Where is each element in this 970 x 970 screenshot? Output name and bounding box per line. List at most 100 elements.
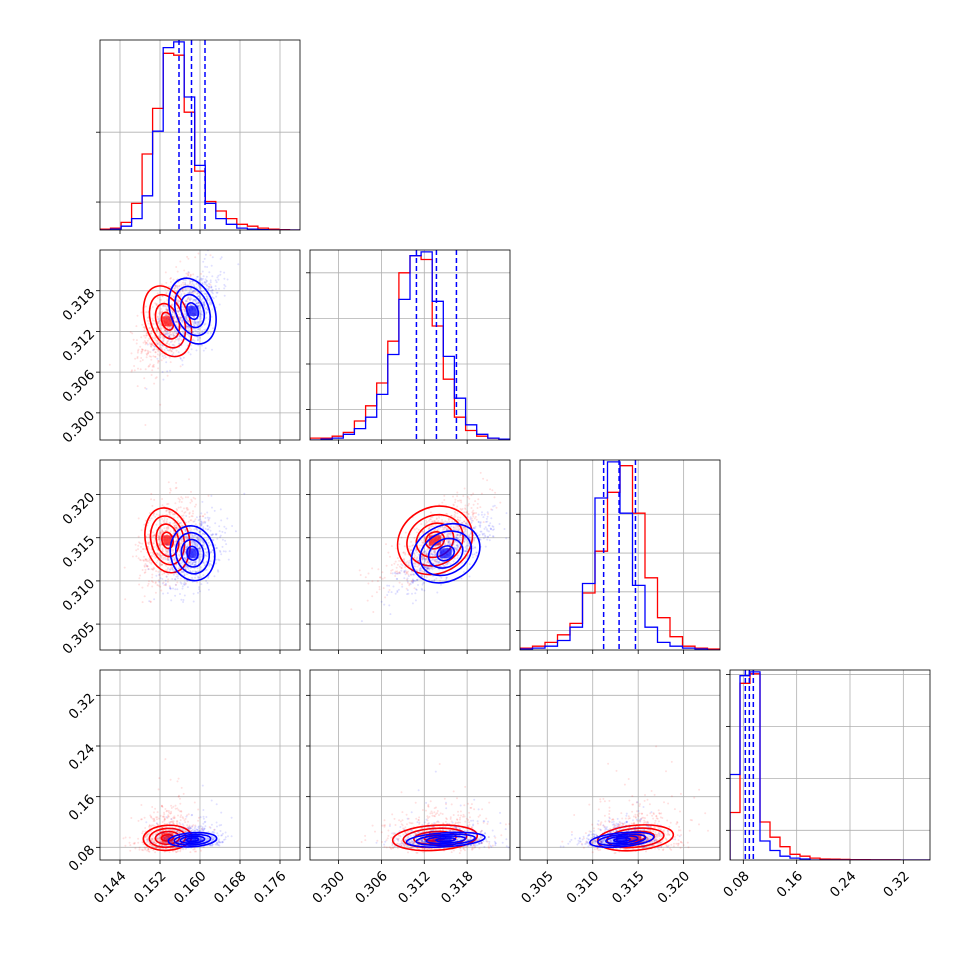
scatter-point-red <box>180 810 183 812</box>
scatter-point-red <box>146 837 149 840</box>
scatter-point-red <box>145 332 148 335</box>
scatter-point-red <box>151 834 154 837</box>
scatter-point-blue <box>440 576 443 579</box>
scatter-point-red <box>140 350 143 353</box>
scatter-point-red <box>433 560 436 563</box>
scatter-point-red <box>464 528 467 531</box>
scatter-point-red <box>390 564 393 566</box>
scatter-point-blue <box>192 290 195 293</box>
scatter-point-blue <box>182 566 185 569</box>
scatter-point-blue <box>171 578 174 580</box>
scatter-point-blue <box>474 525 477 528</box>
scatter-point-red <box>144 571 147 574</box>
scatter-point-red <box>150 345 152 348</box>
scatter-point-blue <box>145 564 148 567</box>
scatter-point-red <box>175 526 178 529</box>
scatter-point-blue <box>224 550 227 553</box>
scatter-point-red <box>190 528 193 531</box>
scatter-point-red <box>175 486 178 489</box>
scatter-point-blue <box>219 273 222 276</box>
scatter-point-blue <box>195 302 198 305</box>
scatter-point-red <box>438 516 441 519</box>
scatter-point-blue <box>213 575 216 578</box>
scatter-point-red <box>190 829 193 832</box>
scatter-point-red <box>160 298 162 301</box>
scatter-point-red <box>149 326 152 329</box>
scatter-point-red <box>405 570 408 573</box>
scatter-point-red <box>164 271 167 274</box>
scatter-point-blue <box>215 533 218 535</box>
scatter-point-blue <box>426 564 429 567</box>
scatter-point-blue <box>205 568 208 571</box>
scatter-point-red <box>366 599 369 602</box>
scatter-point-blue <box>202 260 205 263</box>
scatter-point-blue <box>412 573 415 576</box>
scatter-point-red <box>172 549 175 551</box>
scatter-point-blue <box>432 540 435 543</box>
scatter-point-red <box>177 310 180 313</box>
scatter-point-red <box>178 567 181 570</box>
scatter-point-blue <box>207 332 209 335</box>
scatter-point-blue <box>452 541 455 544</box>
scatter-point-blue <box>409 567 412 570</box>
scatter-point-red <box>180 316 183 319</box>
scatter-point-red <box>166 518 169 521</box>
scatter-point-red <box>148 337 151 340</box>
scatter-point-red <box>159 562 162 565</box>
scatter-point-red <box>188 512 191 515</box>
scatter-point-red <box>195 850 197 853</box>
scatter-point-red <box>177 553 180 556</box>
scatter-point-blue <box>178 555 181 557</box>
scatter-point-blue <box>170 599 173 602</box>
scatter-point-blue <box>467 550 469 553</box>
scatter-point-red <box>155 304 158 307</box>
scatter-point-red <box>197 819 200 822</box>
scatter-point-red <box>157 350 160 353</box>
scatter-point-blue <box>419 573 422 576</box>
scatter-point-blue <box>208 562 211 565</box>
scatter-point-red <box>396 572 399 575</box>
scatter-point-blue <box>441 534 444 537</box>
scatter-point-blue <box>198 309 201 312</box>
scatter-point-blue <box>455 540 458 543</box>
scatter-point-blue <box>459 538 461 541</box>
scatter-point-red <box>199 515 202 518</box>
scatter-point-red <box>448 532 451 535</box>
scatter-point-red <box>158 298 161 301</box>
scatter-point-blue <box>184 310 187 313</box>
scatter-point-red <box>442 527 445 530</box>
scatter-point-blue <box>421 588 424 591</box>
scatter-point-red <box>371 567 374 570</box>
scatter-point-blue <box>167 567 170 569</box>
scatter-point-red <box>475 554 478 557</box>
scatter-point-red <box>472 492 475 495</box>
scatter-point-red <box>178 285 181 287</box>
scatter-point-blue <box>215 291 218 294</box>
scatter-point-blue <box>182 551 185 553</box>
scatter-point-blue <box>200 521 203 524</box>
scatter-point-blue <box>461 521 463 524</box>
scatter-point-red <box>446 539 448 542</box>
scatter-point-blue <box>421 573 424 576</box>
scatter-point-blue <box>204 283 207 286</box>
scatter-point-blue <box>166 330 169 333</box>
scatter-panel-2-1 <box>310 460 510 650</box>
scatter-point-red <box>165 309 168 311</box>
scatter-point-blue <box>206 288 209 291</box>
scatter-point-red <box>163 817 166 820</box>
scatter-point-red <box>472 509 475 512</box>
scatter-point-red <box>189 501 192 504</box>
scatter-point-blue <box>206 308 209 311</box>
scatter-point-blue <box>179 318 182 320</box>
scatter-point-blue <box>187 329 190 332</box>
scatter-point-red <box>471 511 474 514</box>
scatter-point-red <box>152 534 155 537</box>
scatter-point-red <box>133 365 136 367</box>
scatter-point-blue <box>196 293 199 295</box>
scatter-point-red <box>160 556 163 559</box>
scatter-point-red <box>143 326 146 329</box>
scatter-point-blue <box>198 586 201 589</box>
scatter-point-red <box>151 838 154 841</box>
scatter-point-blue <box>403 560 406 563</box>
scatter-point-red <box>171 340 173 343</box>
